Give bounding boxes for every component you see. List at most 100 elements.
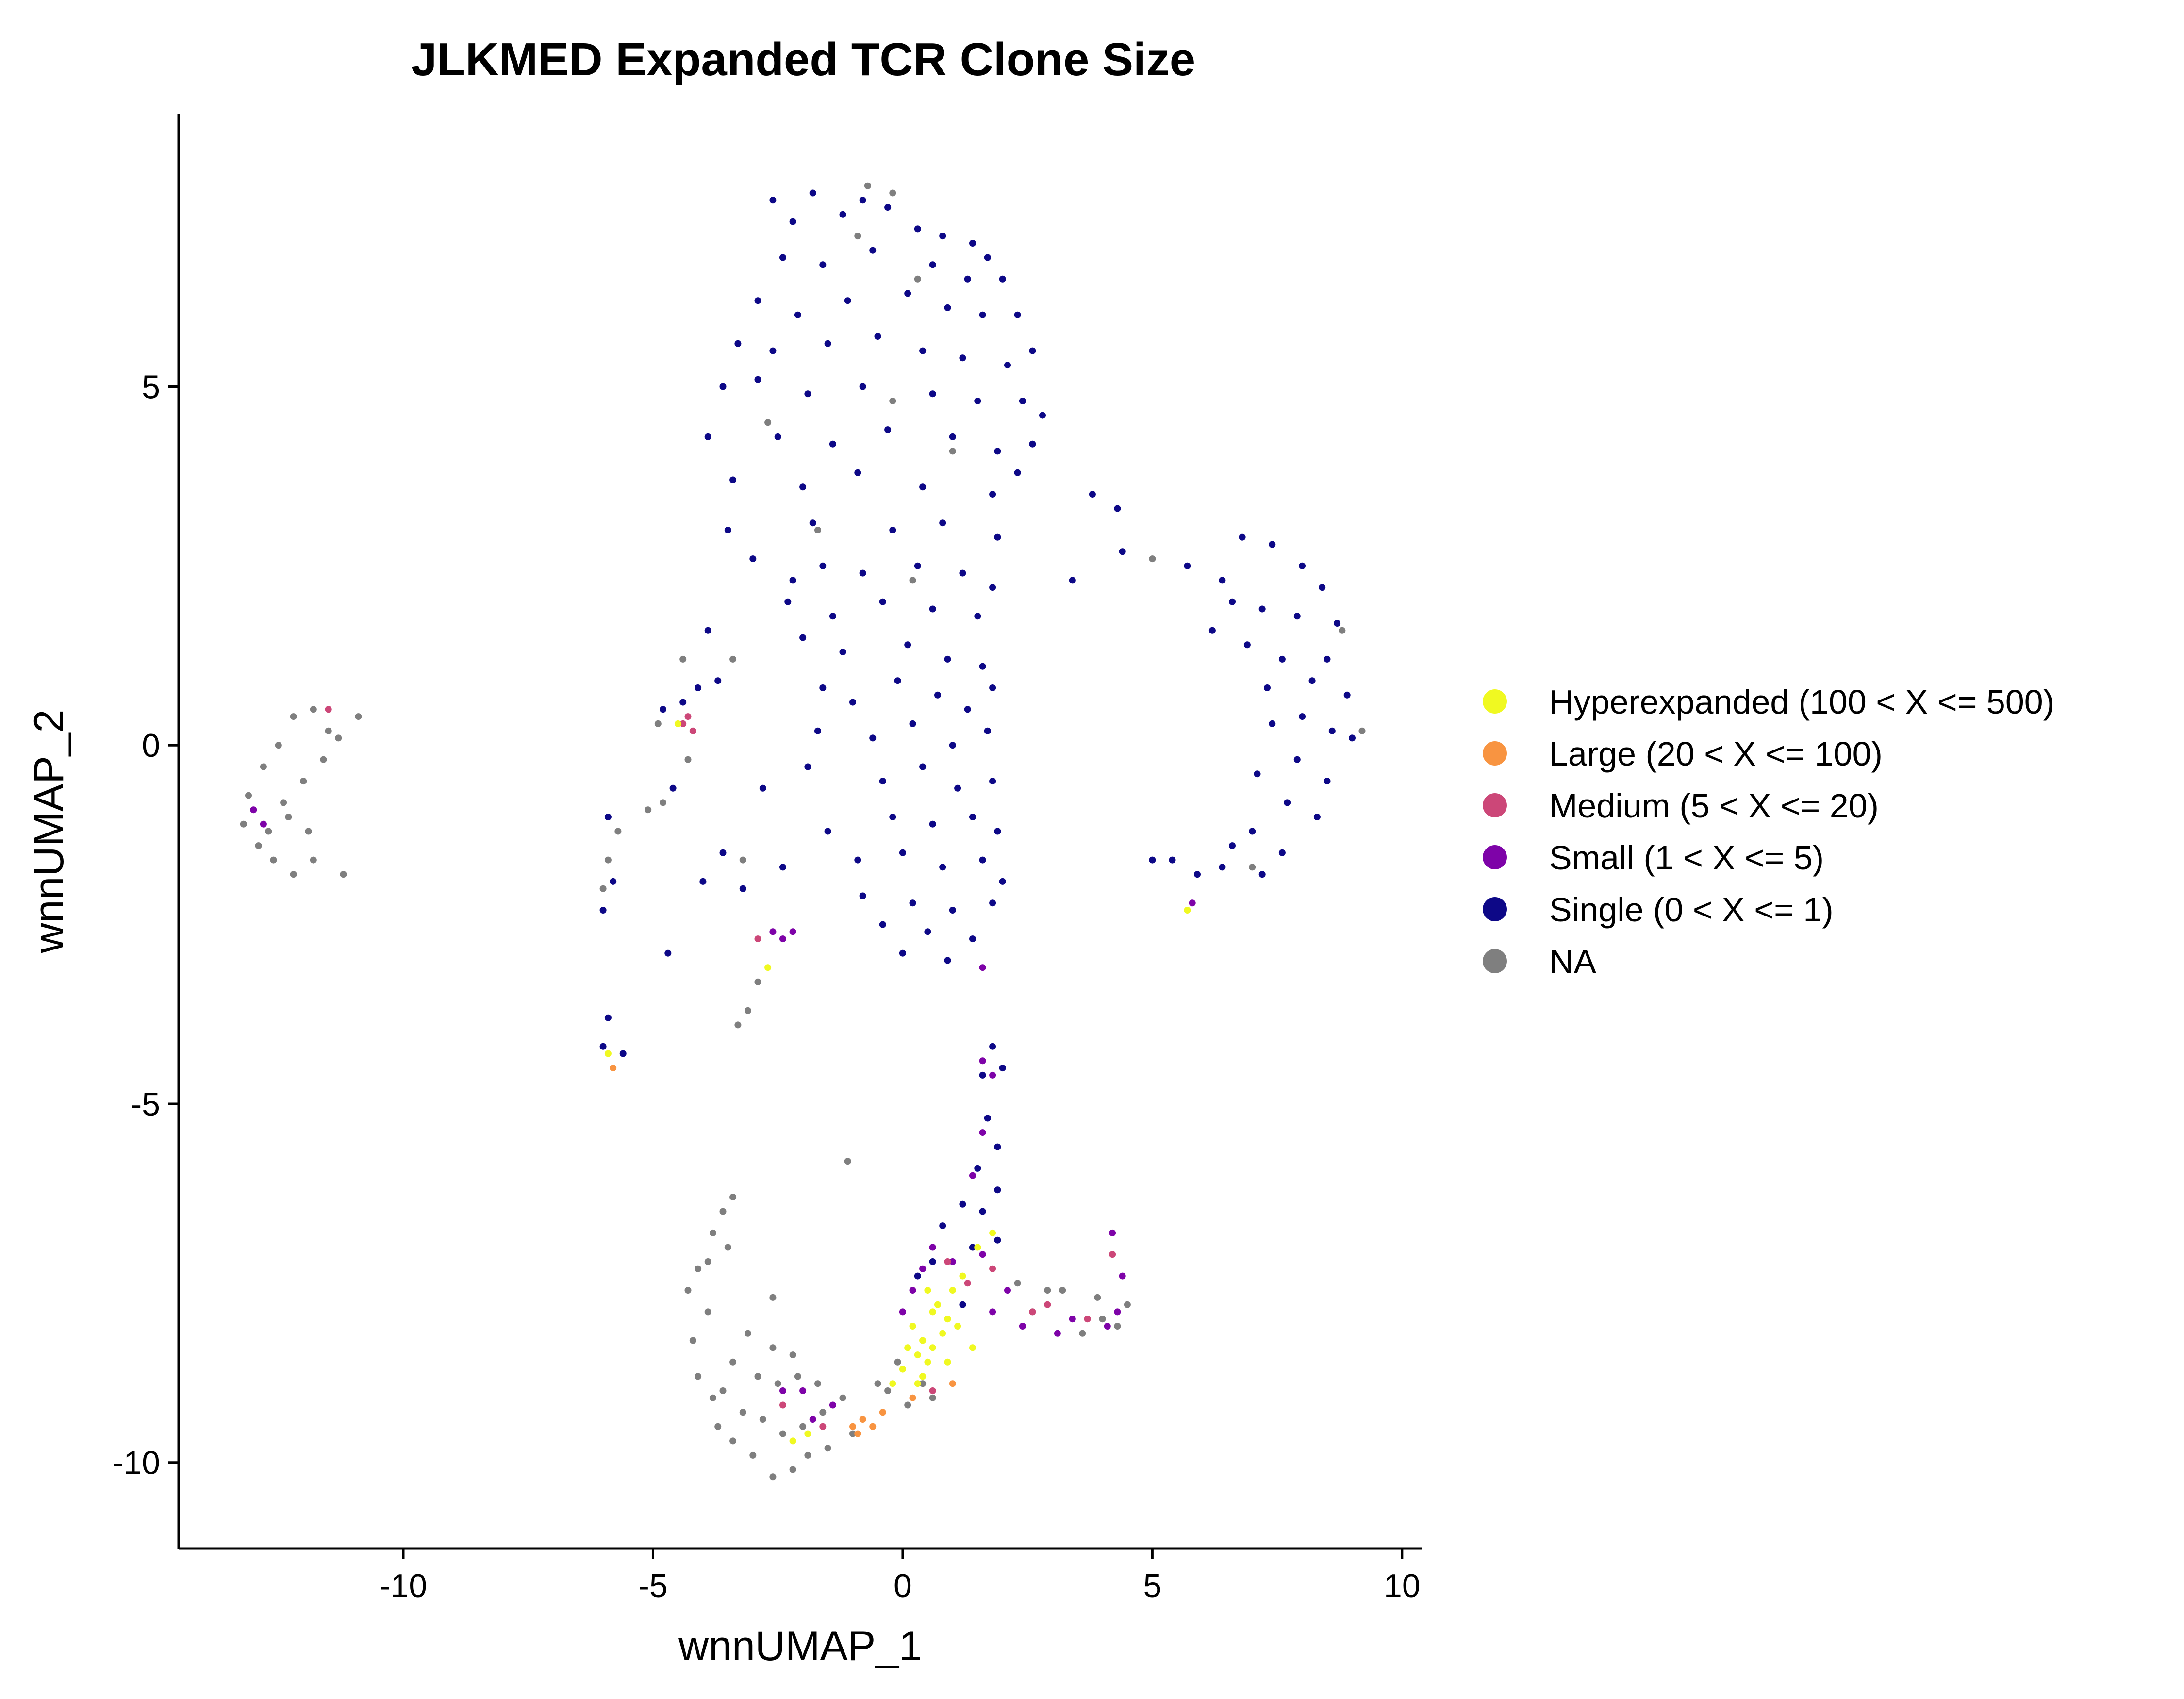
point-single: [769, 197, 777, 204]
point-na: [799, 1423, 807, 1430]
point-single: [779, 254, 786, 261]
point-small: [809, 1416, 816, 1423]
point-single: [969, 935, 976, 943]
point-single: [959, 354, 966, 362]
point-single: [879, 778, 886, 785]
point-single: [974, 398, 981, 404]
point-hyperexpanded: [929, 1308, 936, 1316]
point-single: [1313, 814, 1321, 820]
point-na: [240, 820, 247, 828]
point-hyperexpanded: [959, 1272, 966, 1280]
point-na: [729, 655, 737, 663]
point-single: [954, 784, 961, 792]
point-na: [1059, 1287, 1066, 1294]
point-na: [1124, 1301, 1131, 1308]
point-small: [979, 1057, 986, 1065]
point-single: [904, 641, 911, 649]
point-single: [619, 1050, 627, 1057]
chart-title: JLKMED Expanded TCR Clone Size: [411, 33, 1195, 85]
point-na: [754, 1373, 761, 1380]
point-single: [994, 828, 1001, 835]
point-single: [844, 297, 851, 304]
point-single: [819, 562, 827, 569]
point-small: [779, 935, 786, 943]
y-tick-label: -5: [131, 1086, 160, 1123]
point-single: [959, 1301, 966, 1308]
y-axis: -10 -5 0 5 wnnUMAP_2: [26, 114, 180, 1549]
point-small: [789, 928, 796, 935]
point-na: [929, 1394, 936, 1401]
points-layer: [240, 182, 1366, 1481]
point-na: [734, 1021, 742, 1029]
point-na: [864, 182, 871, 189]
legend-key-hyperexpanded: [1483, 689, 1507, 714]
point-na: [714, 1423, 722, 1430]
point-na: [695, 1265, 702, 1272]
point-single: [1258, 871, 1266, 878]
point-single: [789, 577, 796, 584]
point-small: [1054, 1330, 1061, 1337]
point-single: [889, 814, 896, 820]
legend: Hyperexpanded (100 < X <= 500) Large (20 …: [1483, 683, 2054, 981]
point-na: [275, 742, 282, 749]
point-hyperexpanded: [944, 1358, 951, 1366]
point-large: [879, 1409, 886, 1416]
point-single: [919, 763, 927, 770]
point-na: [300, 778, 307, 785]
point-single: [704, 433, 711, 440]
point-hyperexpanded: [914, 1351, 921, 1359]
point-na: [310, 856, 317, 864]
point-na: [305, 828, 312, 835]
legend-key-large: [1483, 741, 1507, 766]
point-single: [939, 519, 946, 527]
point-single: [1029, 440, 1036, 448]
point-small: [1114, 1308, 1121, 1316]
point-medium: [1109, 1251, 1116, 1258]
point-na: [889, 398, 896, 404]
legend-key-na: [1483, 949, 1507, 973]
point-hyperexpanded: [944, 1316, 951, 1323]
point-single: [759, 784, 766, 792]
point-single: [984, 254, 991, 261]
point-na: [889, 189, 896, 197]
point-na: [604, 856, 612, 864]
point-single: [1324, 655, 1331, 663]
point-single: [874, 333, 881, 340]
point-single: [964, 706, 971, 713]
point-single: [1254, 770, 1261, 778]
point-large: [610, 1065, 617, 1072]
point-single: [1149, 856, 1156, 864]
point-single: [599, 1043, 607, 1050]
point-single: [1239, 533, 1246, 541]
point-single: [799, 634, 807, 641]
point-single: [1293, 613, 1301, 620]
point-single: [749, 555, 757, 563]
point-single: [679, 699, 687, 706]
point-single: [859, 892, 866, 899]
point-na: [819, 1409, 827, 1416]
point-medium: [754, 935, 761, 943]
point-na: [745, 1330, 751, 1337]
point-single: [1208, 627, 1216, 634]
point-single: [599, 907, 607, 914]
x-ticks: -10 -5 0 5 10: [380, 1549, 1421, 1604]
point-na: [704, 1308, 711, 1316]
point-small: [779, 1387, 786, 1394]
point-small: [1104, 1323, 1111, 1330]
point-single: [969, 814, 976, 820]
point-na: [729, 1437, 737, 1445]
point-na: [844, 1158, 851, 1165]
legend-label-hyperexpanded: Hyperexpanded (100 < X <= 500): [1549, 683, 2054, 721]
point-large: [909, 1394, 916, 1401]
x-tick-label: 0: [893, 1567, 912, 1604]
point-na: [779, 1430, 786, 1437]
point-na: [1358, 727, 1366, 734]
point-single: [899, 949, 906, 957]
point-single: [964, 275, 971, 283]
point-hyperexpanded: [604, 1050, 612, 1057]
point-single: [1014, 311, 1021, 318]
point-single: [1184, 562, 1191, 569]
point-single: [949, 433, 956, 440]
point-single: [994, 533, 1001, 541]
